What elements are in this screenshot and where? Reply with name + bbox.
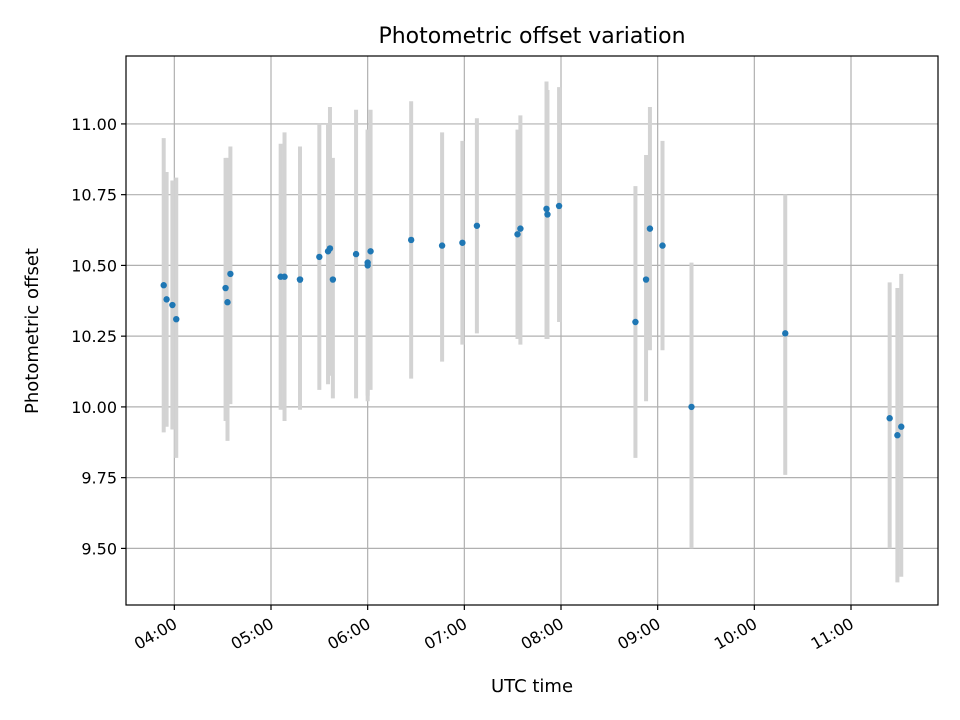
data-point: [544, 211, 551, 218]
x-tick-label: 05:00: [228, 614, 277, 654]
data-point: [886, 415, 893, 422]
grid-lines: [126, 56, 938, 605]
data-point: [352, 250, 360, 258]
y-tick-label: 10.25: [71, 327, 117, 346]
data-point: [163, 296, 170, 303]
x-tick-label: 10:00: [711, 614, 760, 654]
data-point: [438, 242, 446, 249]
data-point: [459, 239, 466, 246]
data-point: [659, 242, 666, 249]
data-point: [222, 284, 229, 292]
data-point: [898, 423, 905, 430]
x-tick-label: 09:00: [614, 614, 663, 654]
data-point: [517, 225, 524, 232]
x-tick-label: 11:00: [808, 614, 857, 654]
plot-frame: [125, 55, 939, 606]
data-point: [632, 318, 639, 326]
y-tick-label: 9.50: [81, 539, 117, 558]
y-tick-label: 11.00: [71, 115, 117, 134]
data-point: [782, 330, 789, 337]
data-point: [281, 273, 288, 280]
data-point: [169, 301, 176, 309]
data-point: [364, 262, 371, 269]
data-point: [367, 248, 374, 255]
data-point: [473, 222, 481, 229]
y-tick-label: 10.75: [71, 186, 117, 205]
data-point: [227, 270, 234, 278]
y-tick-label: 10.50: [71, 256, 117, 275]
data-point: [326, 245, 334, 252]
x-tick-label: 08:00: [518, 614, 567, 654]
y-axis-label: Photometric offset: [22, 248, 43, 414]
y-tick-label: 9.75: [81, 469, 117, 488]
data-point: [160, 282, 167, 289]
data-point: [543, 205, 550, 213]
data-point: [224, 299, 231, 306]
x-axis-label: UTC time: [491, 676, 573, 697]
x-tick-label: 06:00: [324, 614, 373, 654]
data-point: [173, 315, 180, 323]
x-tick-label: 07:00: [421, 614, 470, 654]
error-bars: [161, 81, 904, 583]
x-tick-label: 04:00: [131, 614, 180, 654]
data-point: [688, 403, 695, 411]
data-point: [316, 253, 323, 261]
data-point: [296, 276, 304, 283]
x-axis-ticks: 04:00 05:00 06:00 07:00 08:00 09:00 10:00 11:00: [131, 605, 857, 654]
data-point: [329, 276, 337, 283]
data-point: [642, 276, 650, 283]
y-axis-ticks: 9.50 9.75 10.00 10.25 10.50 10.75 11.00: [71, 115, 126, 558]
data-point: [407, 236, 415, 244]
y-tick-label: 10.00: [71, 398, 117, 417]
chart-title: Photometric offset variation: [378, 24, 685, 49]
data-point: [555, 202, 563, 210]
data-points: [160, 202, 905, 439]
data-point: [514, 231, 521, 238]
data-point: [894, 432, 901, 439]
data-point: [646, 225, 654, 232]
